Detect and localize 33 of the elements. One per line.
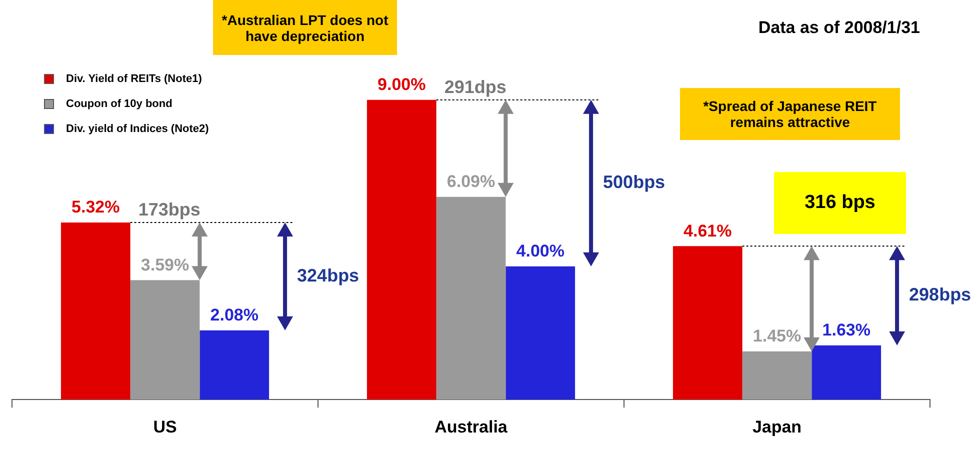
annotation: 298bps <box>909 284 972 305</box>
data-label: 1.63% <box>822 320 870 340</box>
x-tick-label: Australia <box>434 417 508 436</box>
bar <box>60 222 130 400</box>
bar <box>742 351 812 400</box>
callout-box: 316 bps <box>774 172 906 234</box>
bar <box>812 345 882 400</box>
annotation: 324bps <box>297 265 360 286</box>
legend-label: Div. Yield of REITs (Note1) <box>66 72 202 84</box>
bar <box>672 246 742 400</box>
legend-label: Div. yield of Indices (Note2) <box>66 122 209 134</box>
data-label: 3.59% <box>140 255 190 274</box>
bar <box>506 266 576 400</box>
data-label: 6.09% <box>446 172 496 192</box>
annotation: 500bps <box>603 172 666 192</box>
data-label: 9.00% <box>378 75 426 94</box>
legend-label: Coupon of 10y bond <box>66 98 172 110</box>
annotation: 173bps <box>138 199 200 220</box>
data-label: 5.32% <box>72 198 120 217</box>
callout-box: *Australian LPT does not have depreciation <box>213 0 397 55</box>
text: 291dps <box>444 76 506 97</box>
data-label: 4.61% <box>684 221 732 240</box>
bar <box>436 196 506 400</box>
bar <box>200 330 270 400</box>
chart-title: Data as of 2008/1/31 <box>758 18 920 38</box>
bar <box>366 100 436 400</box>
bar <box>130 280 200 400</box>
data-label: 4.00% <box>516 242 564 261</box>
x-tick-label: US <box>153 417 177 436</box>
data-label: 1.45% <box>752 326 802 346</box>
data-label: 2.08% <box>210 306 258 325</box>
callout-box: *Spread of Japanese REIT remains attractive <box>680 88 900 140</box>
x-tick-label: Japan <box>752 417 802 436</box>
